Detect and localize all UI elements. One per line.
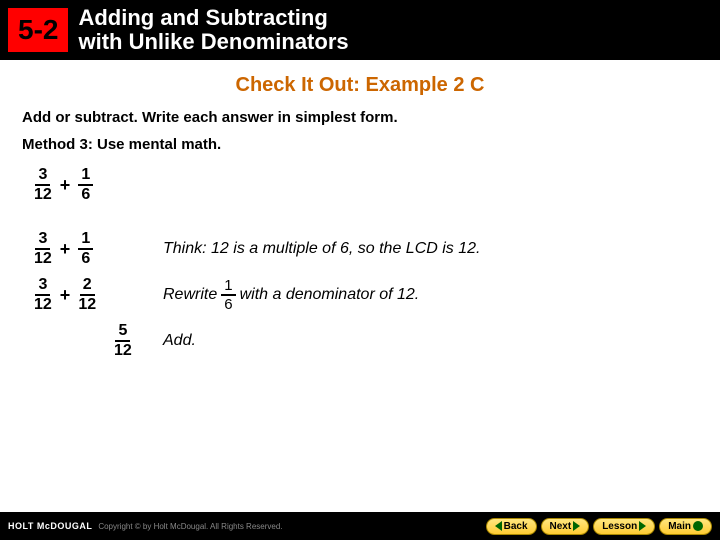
fraction: 3 12 [34,277,52,313]
operator: + [58,239,73,260]
back-button[interactable]: Back [486,518,537,535]
content-area: Check It Out: Example 2 C Add or subtrac… [0,60,720,359]
step-row-2: 3 12 + 2 12 Rewrite 1 6 with a denominat… [34,277,698,313]
main-button[interactable]: Main [659,518,712,535]
next-button[interactable]: Next [541,518,590,535]
problem-expression: 3 12 + 1 6 [34,167,149,203]
fraction: 5 12 [114,323,132,359]
method-label: Method 3: Use mental math. [22,136,698,153]
fraction: 3 12 [34,231,52,267]
fraction: 1 6 [78,167,93,203]
nav-buttons: Back Next Lesson Main [486,518,712,535]
lesson-number-badge: 5-2 [8,8,68,52]
fraction: 1 6 [78,231,93,267]
step-row-1: 3 12 + 1 6 Think: 12 is a multiple of 6,… [34,231,698,267]
work-area: 3 12 + 1 6 3 12 + 1 6 [22,167,698,359]
inline-fraction: 1 6 [221,278,235,312]
fraction: 2 12 [78,277,96,313]
operator: + [58,175,73,196]
example-subtitle: Check It Out: Example 2 C [22,74,698,97]
brand-logo: HOLT McDOUGAL [8,521,92,531]
copyright-text: Copyright © by Holt McDougal. All Rights… [98,522,282,531]
triangle-right-icon [639,521,646,531]
lesson-title: Adding and Subtracting with Unlike Denom… [78,6,348,54]
result-row: 5 12 Add. [34,323,698,359]
triangle-right-icon [573,521,580,531]
title-line1: Adding and Subtracting [78,6,348,30]
step2-expression: 3 12 + 2 12 [34,277,149,313]
step1-explanation: Think: 12 is a multiple of 6, so the LCD… [163,240,480,258]
fraction: 3 12 [34,167,52,203]
step1-expression: 3 12 + 1 6 [34,231,149,267]
instruction-text: Add or subtract. Write each answer in si… [22,109,698,126]
lesson-button[interactable]: Lesson [593,518,655,535]
header-bar: 5-2 Adding and Subtracting with Unlike D… [0,0,720,60]
circle-icon [693,521,703,531]
result-explanation: Add. [163,332,196,350]
triangle-left-icon [495,521,502,531]
footer-copyright: HOLT McDOUGAL Copyright © by Holt McDoug… [8,521,283,531]
step2-explanation: Rewrite 1 6 with a denominator of 12. [163,278,419,312]
problem-row: 3 12 + 1 6 [34,167,698,203]
footer-bar: HOLT McDOUGAL Copyright © by Holt McDoug… [0,512,720,540]
title-line2: with Unlike Denominators [78,30,348,54]
operator: + [58,285,73,306]
result-expression: 5 12 [114,323,149,359]
